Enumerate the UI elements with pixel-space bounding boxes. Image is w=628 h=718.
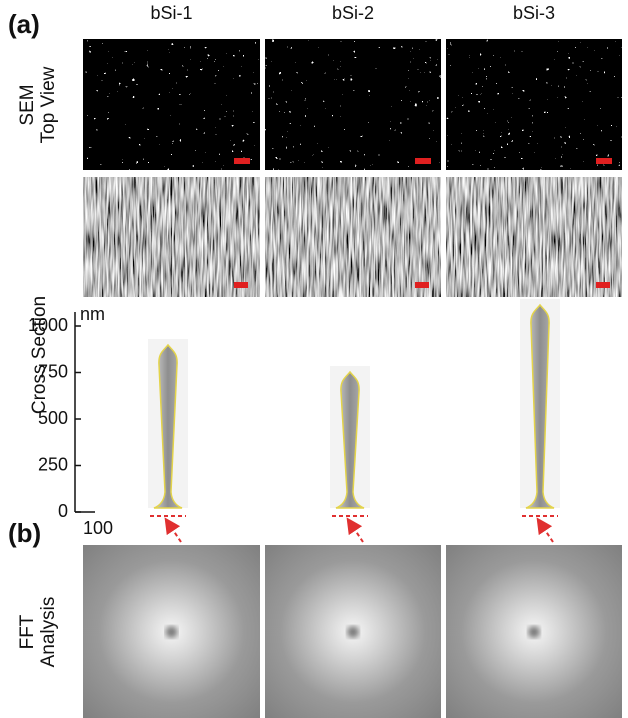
- arrow: [346, 517, 364, 543]
- sem-top-view: [446, 39, 622, 170]
- scale-marker: [596, 282, 610, 288]
- fft-center: [165, 626, 178, 638]
- nanowire: [525, 303, 555, 509]
- scale-marker: [596, 158, 612, 164]
- nanowire: [335, 370, 365, 509]
- row-label: SEM Top View: [17, 66, 59, 143]
- row-label-line: FFT: [17, 614, 38, 649]
- axis-unit: nm: [80, 304, 105, 324]
- row-label: FFT Analysis: [17, 597, 59, 668]
- fft-center: [347, 626, 359, 638]
- tick-label: 750: [38, 361, 68, 381]
- sem-side-view: [265, 177, 441, 297]
- row-label: Cross Section: [29, 296, 50, 414]
- scale-bar-label: 100: [83, 518, 113, 538]
- row-label-line: SEM: [17, 84, 38, 125]
- scale-marker: [415, 158, 431, 164]
- tick-label: 250: [38, 454, 68, 474]
- row-label-line: Top View: [38, 66, 59, 143]
- sem-side-view: [446, 177, 622, 297]
- column-label: bSi-1: [150, 3, 192, 23]
- scale-marker: [234, 158, 250, 164]
- scale-marker: [415, 282, 429, 288]
- column-label: bSi-2: [332, 3, 374, 23]
- tick-label: 1000: [28, 315, 68, 335]
- tick-label: 500: [38, 408, 68, 428]
- panel-label: (a): [8, 9, 40, 39]
- sem-top-view: [265, 39, 441, 170]
- row-label-line: Analysis: [38, 597, 59, 668]
- panel-label: (b): [8, 518, 41, 548]
- tick-label: 0: [58, 501, 68, 521]
- arrow: [164, 517, 182, 543]
- fft-center: [528, 626, 540, 638]
- nanowire: [153, 343, 183, 509]
- sem-top-view: [83, 39, 260, 170]
- column-label: bSi-3: [513, 3, 555, 23]
- arrow: [536, 517, 554, 543]
- scale-marker: [234, 282, 248, 288]
- sem-side-view: [83, 177, 260, 297]
